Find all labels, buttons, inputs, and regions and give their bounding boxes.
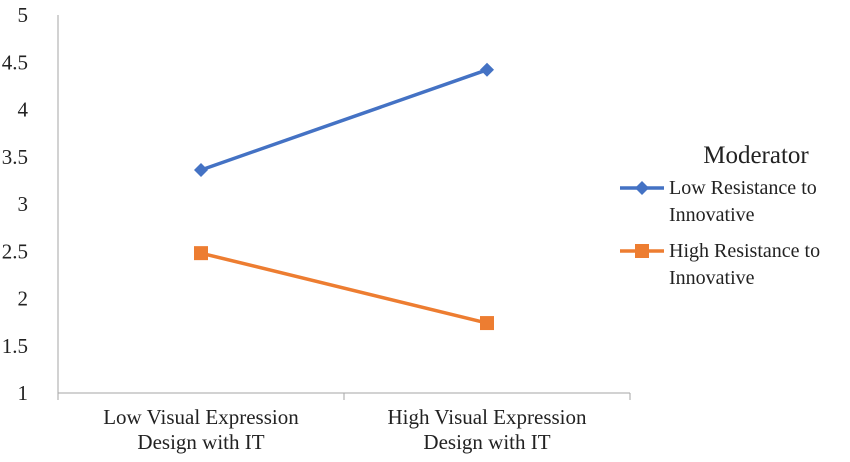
y-tick-label: 1.5 (2, 334, 28, 358)
y-tick-label: 5 (18, 3, 29, 27)
data-point-marker (194, 246, 208, 261)
x-axis-categories: Low Visual Expression Design with IT High … (103, 405, 587, 454)
legend-swatch-marker (635, 181, 649, 195)
data-point-marker (480, 62, 494, 77)
y-tick-label: 3.5 (2, 145, 28, 169)
y-tick-label: 2 (18, 287, 29, 311)
y-axis-ticks: 1 1.5 2 2.5 3 3.5 4 4.5 5 (2, 3, 29, 405)
series-group (194, 62, 494, 331)
series-line (200, 68, 488, 172)
legend-title: Moderator (703, 142, 809, 169)
legend-label: Low Resistance to Innovative (669, 177, 817, 226)
x-category-label: High Visual Expression Design with IT (387, 405, 587, 454)
y-tick-label: 4.5 (2, 50, 28, 74)
data-point-marker (480, 316, 494, 331)
x-category-label: Low Visual Expression Design with IT (103, 405, 299, 454)
series-line (200, 251, 488, 325)
x-axis-tick-marks (57, 393, 631, 400)
legend: Moderator Low Resistance to Innovative Hig… (620, 142, 820, 289)
data-point-marker (194, 162, 208, 177)
legend-label: High Resistance to Innovative (669, 240, 820, 289)
y-tick-label: 1 (18, 381, 29, 405)
legend-swatch-marker (635, 244, 649, 258)
y-tick-label: 2.5 (2, 239, 28, 263)
y-tick-label: 4 (18, 98, 29, 122)
y-tick-label: 3 (18, 192, 29, 216)
